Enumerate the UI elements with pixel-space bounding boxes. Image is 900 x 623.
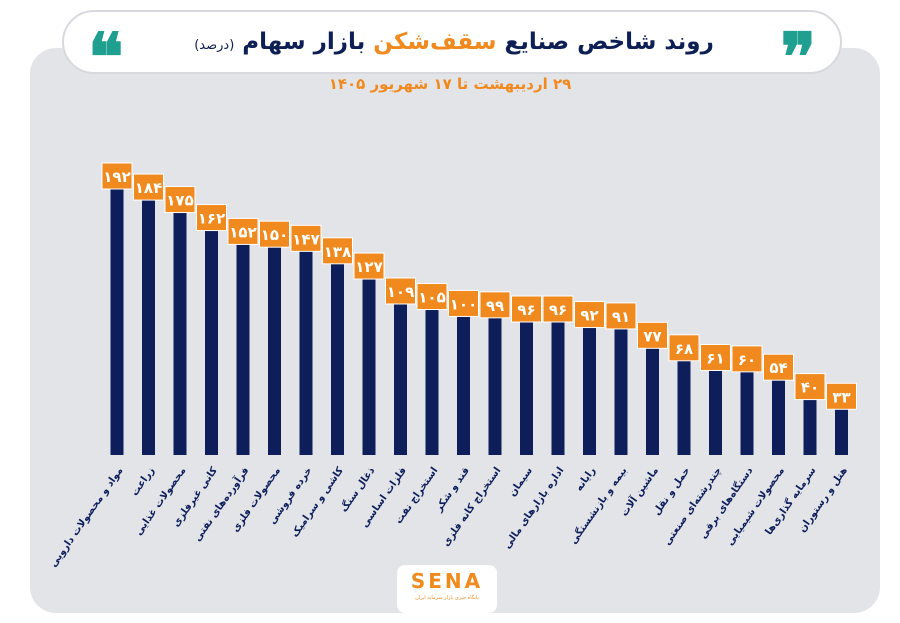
value-label-bg (448, 289, 479, 317)
bar (583, 327, 596, 455)
value-label-bg (164, 186, 196, 214)
left-quote-icon: ❝ (88, 18, 124, 96)
bar (457, 316, 470, 455)
bar (740, 371, 754, 455)
value-label-bg (826, 382, 857, 410)
value-label: ۱۰۰ (450, 295, 477, 313)
category-label: زراعت (129, 465, 157, 498)
bar (268, 247, 281, 455)
category-label: اداره بازارهای مالی (502, 465, 566, 551)
value-label-bg (574, 301, 605, 329)
value-label-bg (763, 353, 794, 381)
bar (425, 309, 439, 455)
bar (488, 317, 502, 455)
category-label: استخراج کانه فلزی (441, 465, 504, 548)
bar (331, 263, 344, 455)
value-label: ۱۵۰ (261, 226, 288, 244)
bar (835, 409, 848, 455)
value-label: ۹۶ (517, 301, 535, 319)
value-label-bg (416, 283, 448, 311)
value-label: ۴۰ (801, 379, 819, 397)
value-label: ۹۶ (549, 301, 567, 319)
value-label-bg (637, 321, 668, 349)
value-label-bg (668, 334, 700, 362)
value-label-bg (322, 237, 353, 265)
value-label: ۶۰ (738, 351, 756, 369)
bar (614, 328, 628, 455)
bar (803, 399, 817, 455)
category-label: چندرشته‌ای صنعتی (662, 465, 724, 547)
logo-tagline: پایگاه خبری بازار سرمایه ایران (415, 595, 479, 601)
value-label: ۱۲۷ (355, 258, 382, 276)
value-label: ۱۵۲ (229, 223, 256, 241)
value-label-bg (605, 302, 637, 330)
value-label: ۱۰۵ (418, 289, 445, 307)
value-label-bg (385, 277, 416, 305)
bar (173, 212, 187, 455)
value-label-bg (290, 224, 322, 252)
value-label-bg (794, 373, 826, 401)
category-label: مواد و محصولات دارویی (48, 465, 125, 569)
value-label-bg (542, 295, 574, 323)
value-label: ۹۹ (486, 297, 504, 315)
title-main: روند شاخص صنایع (504, 29, 714, 55)
value-label-bg (353, 252, 385, 280)
value-label: ۱۳۸ (324, 243, 351, 261)
category-label: رایانه (574, 465, 598, 493)
bar (520, 322, 533, 455)
bar (677, 360, 691, 455)
title-rest: بازار سهام (242, 29, 366, 55)
value-label: ۶۱ (706, 349, 724, 367)
bar (394, 303, 407, 455)
value-label-bg (731, 345, 763, 373)
bar (772, 380, 785, 455)
value-label: ۱۰۹ (387, 283, 414, 301)
value-label: ۵۴ (769, 359, 787, 377)
value-label-bg (196, 204, 227, 232)
value-label: ۱۸۴ (135, 179, 162, 197)
chart-title: روند شاخص صنایع سقف‌شکن بازار سهام (درصد… (184, 29, 724, 55)
category-label: سیمان (507, 465, 535, 498)
category-label: محصولات شیمیایی (725, 465, 787, 547)
bar (110, 189, 124, 455)
title-box: ❝ روند شاخص صنایع سقف‌شکن بازار سهام (در… (62, 10, 842, 90)
right-quote-icon: ❞ (780, 18, 816, 96)
value-label: ۶۸ (675, 340, 693, 358)
category-label: فرآورده‌های نفتی (191, 464, 252, 543)
value-label-bg (479, 291, 511, 319)
value-label-bg (700, 343, 731, 371)
bar (362, 279, 376, 455)
bar (299, 251, 313, 455)
bar (646, 348, 659, 455)
value-label-bg (259, 220, 290, 248)
value-label-bg (227, 217, 259, 245)
value-label: ۱۴۷ (292, 230, 319, 248)
value-label-bg (133, 173, 164, 201)
bar (236, 244, 250, 455)
bar (205, 230, 218, 455)
chart-panel (30, 48, 880, 613)
category-label: دستگاه‌های برقی (696, 464, 755, 541)
bar (142, 200, 155, 455)
title-unit: (درصد) (194, 38, 235, 53)
value-label-bg (511, 295, 542, 323)
value-label: ۷۷ (643, 327, 661, 345)
value-label: ۹۱ (612, 308, 630, 326)
value-label: ۳۳ (832, 388, 850, 406)
logo-name: SENA (410, 569, 484, 593)
chart-subtitle: ۲۹ اردیبهشت تا ۱۷ شهریور ۱۴۰۵ (328, 75, 572, 93)
bar (551, 322, 565, 455)
bar (709, 370, 722, 455)
value-label: ۱۹۲ (103, 168, 130, 186)
value-label-bg (101, 162, 133, 190)
value-label: ۱۶۲ (198, 210, 225, 228)
value-label: ۹۲ (580, 307, 598, 325)
category-label: بیمه و بازنشستگی (567, 464, 630, 546)
title-accent: سقف‌شکن (373, 29, 497, 55)
logo: SENA پایگاه خبری بازار سرمایه ایران (397, 565, 497, 613)
value-label: ۱۷۵ (166, 192, 193, 210)
